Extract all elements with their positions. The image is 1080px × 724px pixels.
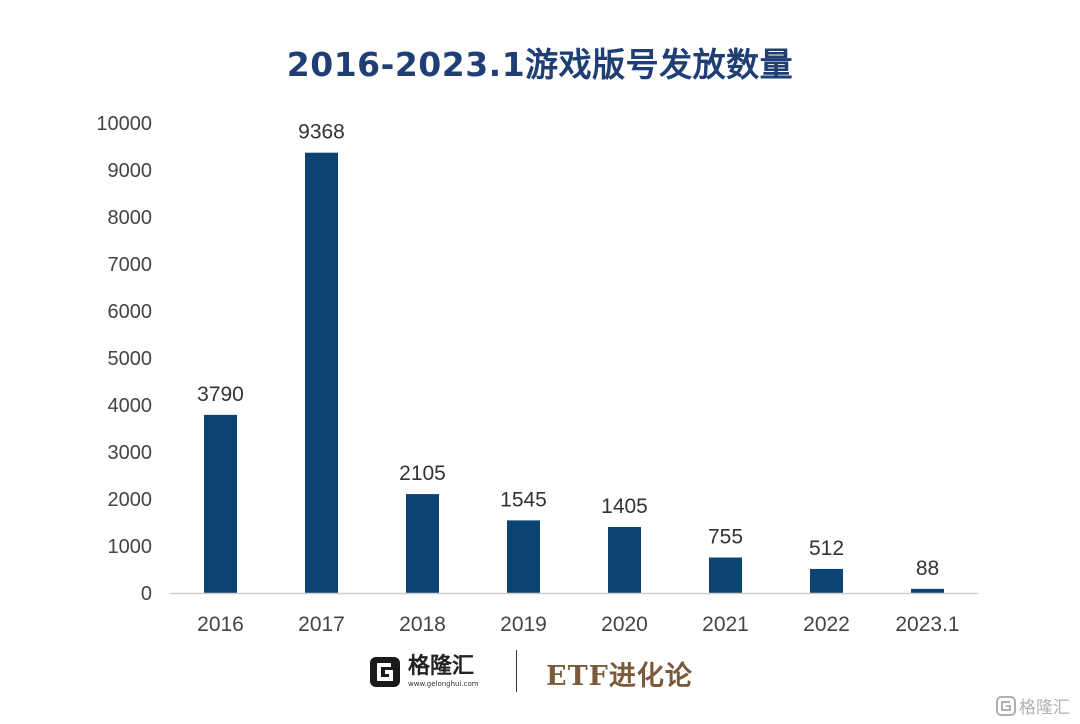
bar-2019	[507, 520, 540, 593]
watermark-text: 格隆汇	[1019, 698, 1070, 718]
x-tick-label: 2022	[803, 613, 850, 636]
gelonghui-logo-icon	[370, 657, 400, 687]
gelonghui-logo: 格隆汇 www.gelonghui.com	[368, 648, 479, 696]
bar-2020	[608, 526, 641, 593]
y-tick-label: 2000	[108, 489, 153, 511]
watermark: 格隆汇	[996, 693, 1070, 718]
y-tick-label: 1000	[108, 536, 153, 558]
x-tick-label: 2023.1	[895, 613, 959, 636]
bar-2018	[406, 494, 439, 593]
footer-divider	[516, 650, 517, 692]
partner-name: ETF进化论	[546, 661, 693, 692]
data-label: 755	[708, 526, 743, 549]
data-label: 512	[809, 537, 844, 560]
x-tick-label: 2017	[298, 613, 345, 636]
data-label: 2105	[399, 462, 446, 485]
y-tick-label: 10000	[96, 113, 152, 135]
data-label: 88	[916, 557, 939, 580]
y-tick-label: 7000	[108, 254, 153, 276]
x-tick-label: 2021	[702, 613, 749, 636]
y-tick-label: 8000	[108, 207, 153, 229]
y-tick-label: 5000	[108, 348, 153, 370]
x-tick-label: 2018	[399, 613, 446, 636]
chart-title: 2016-2023.1游戏版号发放数量	[286, 45, 794, 84]
brand-url: www.gelonghui.com	[408, 680, 479, 688]
data-label: 1545	[500, 488, 547, 511]
x-tick-label: 2020	[601, 613, 648, 636]
bar-2017	[305, 152, 338, 594]
y-tick-label: 0	[141, 583, 152, 605]
y-tick-label: 3000	[108, 442, 153, 464]
y-tick-label: 4000	[108, 395, 153, 417]
bar-2023.1	[911, 588, 944, 593]
y-axis: 0 1000 2000 3000 4000 5000 6000 7000 8000 9000 100…	[96, 113, 152, 605]
bars: 3790 9368 2105 1545 1405 755 512 88	[197, 121, 944, 594]
x-axis: 2016 2017 2018 2019 2020 2021 2022 2023.1	[170, 592, 978, 636]
x-tick-label: 2016	[197, 613, 244, 636]
bar-2021	[709, 557, 742, 593]
bar-2016	[204, 414, 237, 593]
data-label: 1405	[601, 495, 648, 518]
y-tick-label: 9000	[108, 160, 153, 182]
brand-name: 格隆汇	[408, 654, 475, 679]
bar-chart: 0 1000 2000 3000 4000 5000 6000 7000 8000 9000 100…	[96, 113, 978, 636]
footer: 格隆汇 www.gelonghui.com ETF进化论	[0, 648, 1080, 696]
watermark-logo-icon	[996, 695, 1016, 716]
bar-2022	[810, 568, 843, 593]
x-tick-label: 2019	[500, 613, 547, 636]
data-label: 9368	[298, 121, 345, 144]
y-tick-label: 6000	[108, 301, 153, 323]
data-label: 3790	[197, 383, 244, 406]
